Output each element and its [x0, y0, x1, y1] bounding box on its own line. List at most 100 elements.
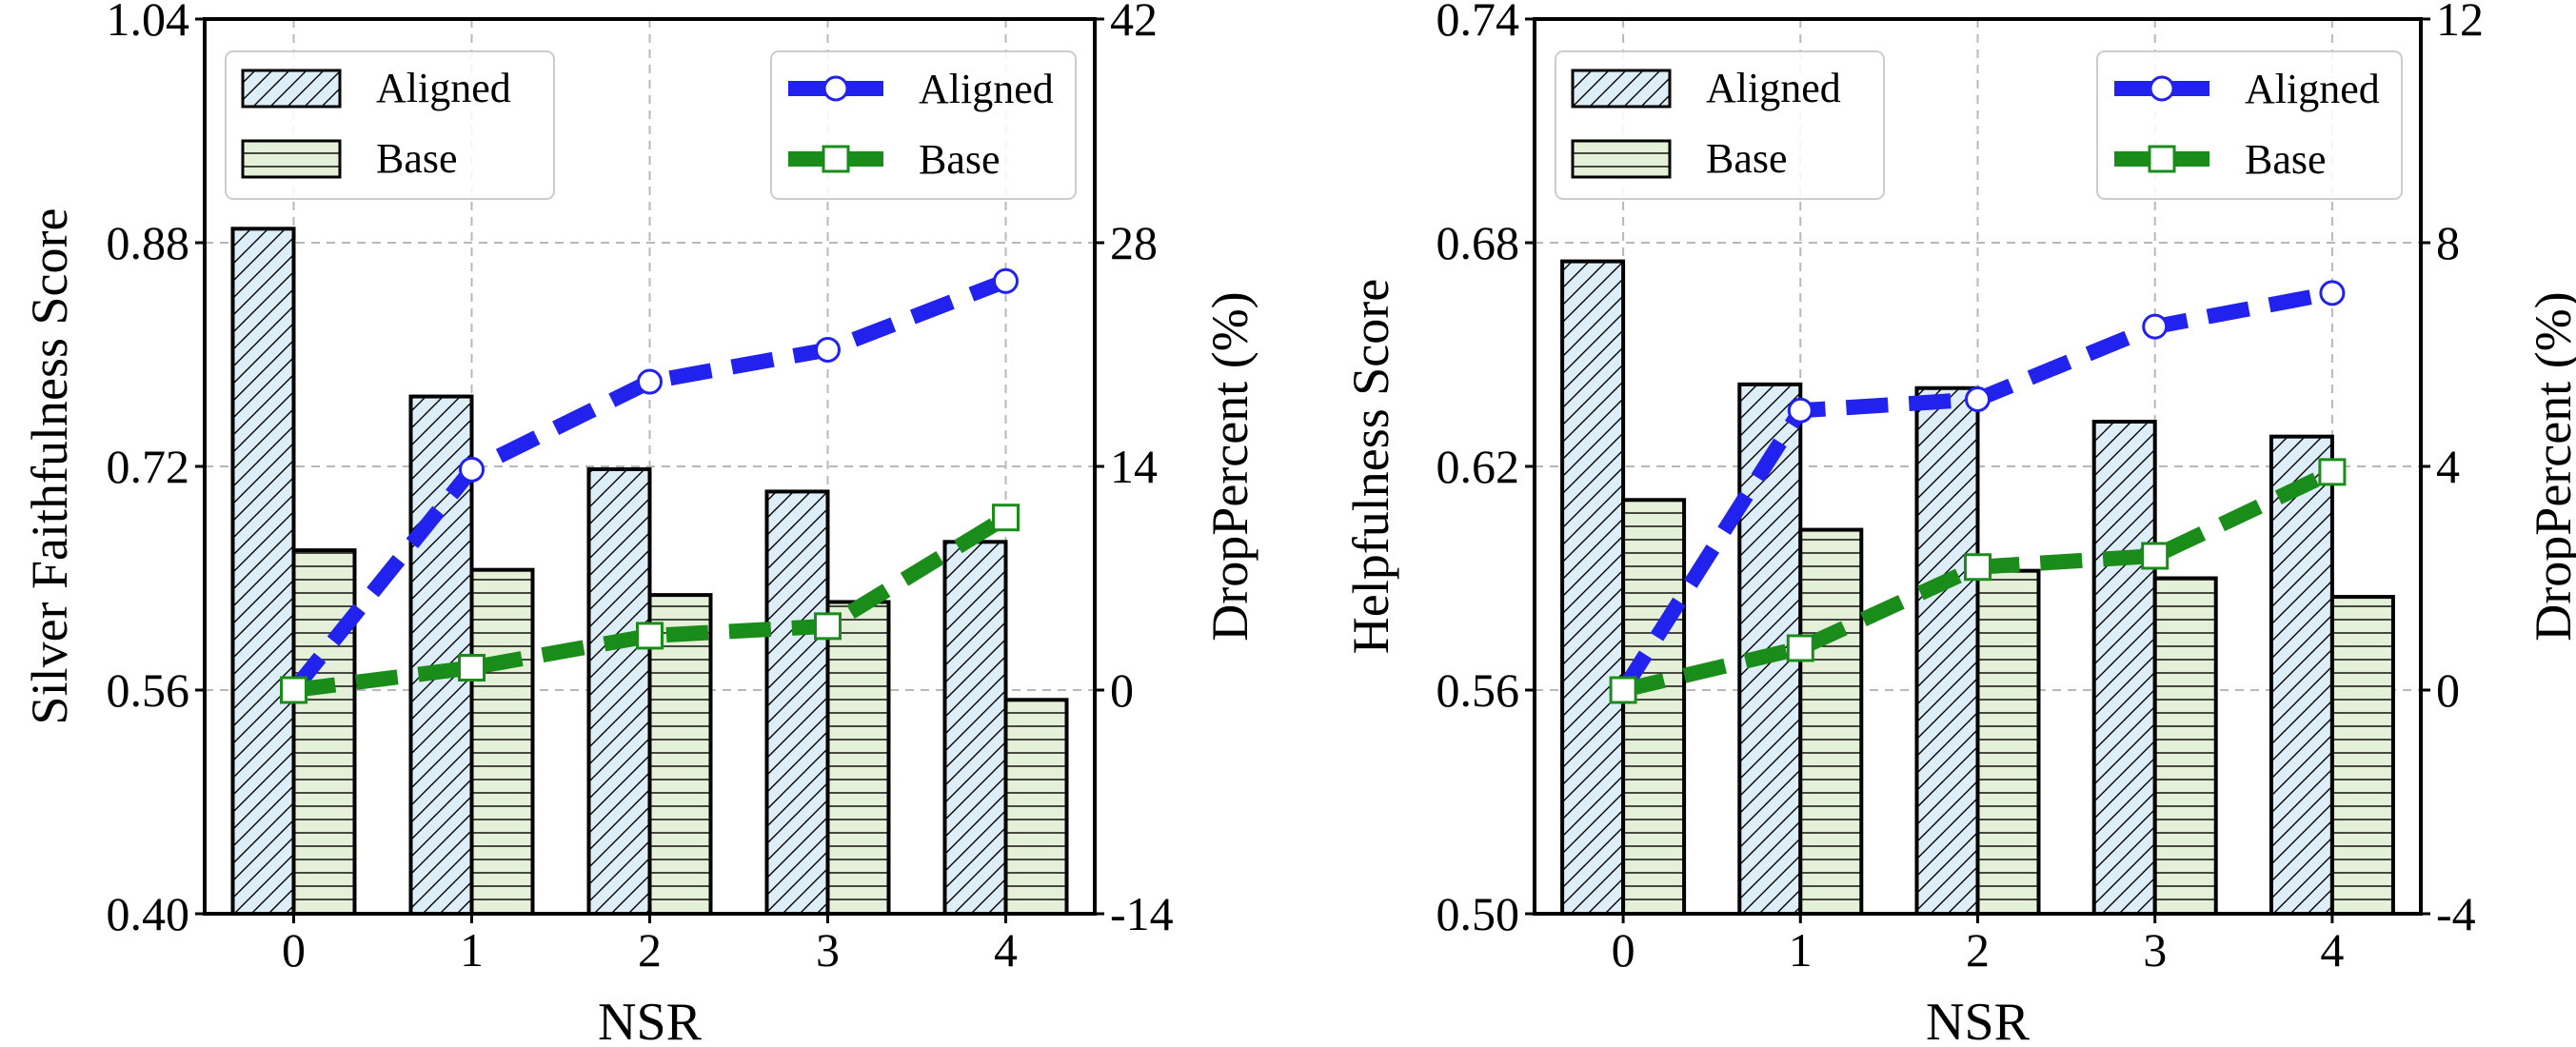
y2-tick-label: -4 [2436, 887, 2476, 940]
legend-lines: Aligned Base [2096, 50, 2403, 200]
bar-base-4 [1003, 698, 1069, 916]
x-tick-label: 4 [994, 923, 1018, 977]
legend-bars: Aligned Base [1555, 50, 1885, 200]
bar-aligned-2 [1914, 385, 1980, 916]
x-tick-label: 0 [282, 923, 306, 977]
bar-hatch [1003, 698, 1069, 916]
y-tick-label: 0.50 [1437, 887, 1520, 940]
bar-aligned-4 [942, 540, 1008, 916]
chart-panel-silver-faithfulness: 0.40 0.56 0.72 0.88 1.04 -14 0 14 28 42 0 1 2 3 4 NSR Si… [21, 0, 1258, 1047]
bar-hatch [1914, 385, 1980, 916]
x-tick-label: 2 [638, 923, 662, 977]
y2-tick-label: 42 [1110, 0, 1158, 46]
y-tick-label: 0.88 [107, 216, 190, 269]
legend-lines: Aligned Base [770, 50, 1077, 200]
bar-aligned-3 [764, 489, 830, 916]
point-base-2 [1964, 553, 1991, 582]
bar-hatch [1798, 527, 1864, 916]
legend-swatch-aligned [1571, 69, 1672, 109]
legend-swatch-base [241, 139, 342, 179]
bar-base-1 [1798, 527, 1864, 916]
y-tick-label: 0.68 [1437, 216, 1520, 269]
x-tick-label: 3 [2143, 923, 2167, 977]
lines [1609, 280, 2347, 704]
bar-base-3 [825, 600, 891, 916]
point-base-1 [1786, 634, 1814, 662]
y-axis-label: Silver Faithfulness Score [21, 208, 78, 725]
legend-bars: Aligned Base [225, 50, 555, 200]
y-tick-label: 0.56 [107, 663, 190, 717]
x-tick-label: 4 [2320, 923, 2344, 977]
legend-marker-square [822, 145, 850, 173]
legend-label-line-base: Base [919, 136, 1001, 183]
bars [1560, 259, 2395, 917]
bar-aligned-3 [2091, 420, 2157, 916]
bar-hatch [1621, 498, 1687, 916]
legend-swatch-base [1571, 139, 1672, 179]
y-axis-label: Helpfulness Score [1342, 279, 1399, 654]
y2-tick-label: 14 [1110, 440, 1158, 493]
x-axis-label: NSR [598, 993, 703, 1047]
bar-hatch [2091, 420, 2157, 916]
y-tick-label: 0.72 [107, 440, 190, 493]
bar-base-3 [2152, 576, 2218, 916]
bar-aligned-4 [2269, 434, 2334, 916]
bar-aligned-0 [1560, 259, 1626, 917]
y-tick-label: 0.74 [1437, 0, 1520, 46]
x-tick-label: 2 [1966, 923, 1990, 977]
y2-tick-label: 12 [2436, 0, 2484, 46]
y2-tick-label: 8 [2436, 216, 2460, 269]
legend-label-bar-aligned: Aligned [376, 65, 511, 111]
bar-hatch [942, 540, 1008, 916]
y-tick-label: 0.62 [1437, 440, 1520, 493]
legend-label-bar-aligned: Aligned [1706, 65, 1841, 111]
y2-tick-label: 4 [2436, 440, 2460, 493]
x-tick-label: 0 [1612, 923, 1635, 977]
bar-hatch [764, 489, 830, 916]
legend-marker-circle [2149, 75, 2175, 102]
point-aligned-4 [993, 267, 1019, 294]
point-base-1 [458, 654, 485, 682]
y2-tick-label: 0 [2436, 663, 2460, 717]
point-base-4 [2318, 458, 2347, 486]
bar-hatch [2269, 434, 2334, 916]
y-tick-label: 0.56 [1437, 663, 1520, 717]
bar-base-4 [2329, 595, 2395, 916]
legend-label-line-aligned: Aligned [919, 66, 1054, 112]
legend-swatch-aligned [241, 69, 342, 109]
legend-label-bar-base: Base [1706, 135, 1788, 182]
point-base-0 [1609, 676, 1637, 704]
x-tick-label: 3 [816, 923, 840, 977]
bar-hatch [230, 227, 296, 916]
bar-hatch [291, 548, 357, 916]
bar-hatch [1975, 568, 2041, 917]
bar-base-2 [1975, 568, 2041, 917]
point-aligned-2 [1965, 386, 1991, 412]
y-tick-label: 0.40 [107, 887, 190, 940]
bar-hatch [2329, 595, 2395, 916]
legend-marker-square [2148, 145, 2176, 173]
line-aligned [287, 273, 1009, 696]
legend-label-line-aligned: Aligned [2245, 66, 2380, 112]
x-tick-label: 1 [1789, 923, 1813, 977]
point-aligned-4 [2319, 280, 2346, 306]
point-aligned-1 [1787, 397, 1813, 424]
x-axis-label: NSR [1926, 993, 2031, 1047]
bar-hatch [469, 567, 535, 916]
bar-base-2 [647, 593, 713, 916]
point-aligned-1 [459, 456, 485, 483]
y-tick-label: 1.04 [107, 0, 190, 46]
bar-base-0 [1621, 498, 1687, 916]
y2-tick-label: -14 [1110, 887, 1174, 940]
x-tick-label: 1 [460, 923, 484, 977]
point-aligned-3 [815, 336, 841, 363]
legend-label-line-base: Base [2245, 136, 2327, 183]
legend-marker-circle [822, 75, 849, 102]
point-aligned-3 [2142, 313, 2169, 340]
bar-hatch [2152, 576, 2218, 916]
point-base-2 [636, 622, 664, 650]
legend-label-bar-base: Base [376, 135, 458, 182]
bar-base-1 [469, 567, 535, 916]
